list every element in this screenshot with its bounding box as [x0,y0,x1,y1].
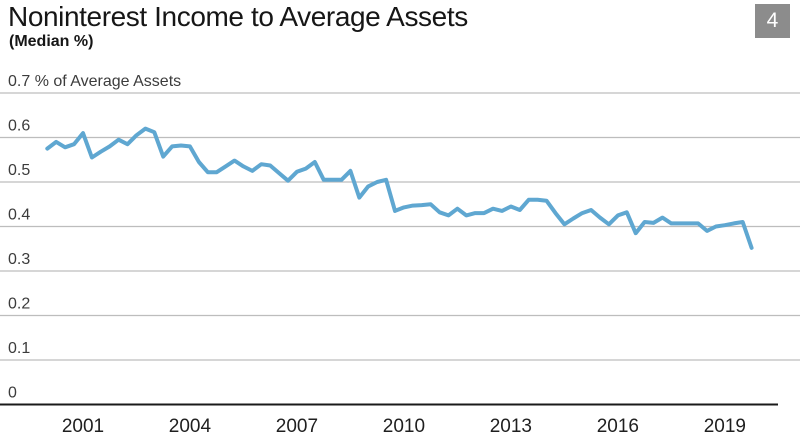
y-tick-label: 0.2 [8,296,30,313]
x-tick-label: 2001 [62,416,104,437]
y-tick-label: 0.1 [8,340,30,357]
x-tick-label: 2007 [276,416,318,437]
y-tick-label: 0.5 [8,162,30,179]
y-tick-label: 0.7 % of Average Assets [8,73,181,90]
y-tick-label: 0.4 [8,207,30,224]
y-tick-label: 0.6 [8,118,30,135]
y-tick-label: 0 [8,385,17,402]
x-tick-label: 2004 [169,416,212,437]
chart-title: Noninterest Income to Average Assets [8,1,468,32]
chart-header: Noninterest Income to Average Assets (Me… [0,0,800,60]
x-tick-label: 2019 [704,416,746,437]
x-tick-label: 2013 [490,416,532,437]
y-tick-label: 0.3 [8,251,30,268]
x-tick-label: 2016 [597,416,639,437]
x-tick-label: 2010 [383,416,425,437]
slide-number-badge: 4 [755,4,790,38]
chart-subtitle: (Median %) [9,33,94,50]
data-line-noninterest-income [45,126,754,250]
